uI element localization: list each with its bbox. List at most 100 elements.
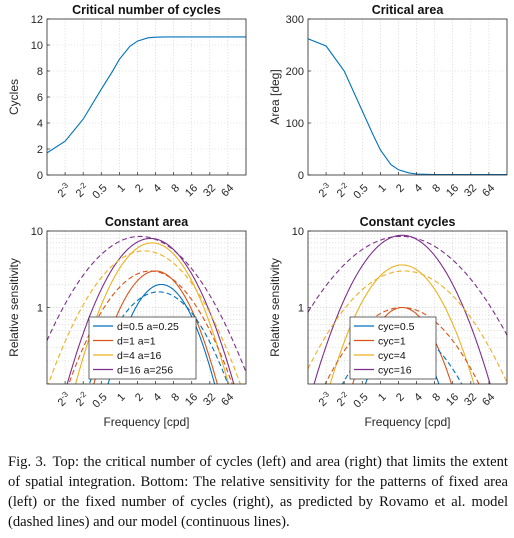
y-tick-label: 1 bbox=[37, 303, 43, 315]
legend: cyc=0.5 cyc=1 cyc=4 cyc=16 bbox=[349, 316, 437, 380]
legend-box bbox=[349, 316, 437, 380]
y-tick-label: 10 bbox=[31, 226, 43, 238]
x-tick-label: 0.5 bbox=[90, 182, 109, 201]
y-tick-label: 10 bbox=[292, 226, 304, 238]
x-tick-label: 2-3 bbox=[54, 180, 74, 200]
x-ticks: 2-32-2 0.5 1 2 4 8 16 32 64 bbox=[54, 172, 236, 202]
x-tick-label: 64 bbox=[480, 391, 497, 408]
series-line-7 bbox=[308, 270, 507, 383]
x-tick-label: 2-3 bbox=[315, 180, 335, 200]
x-tick-label: 1 bbox=[376, 182, 389, 195]
x-tick-label: 64 bbox=[219, 182, 236, 199]
series-line-1 bbox=[47, 36, 246, 154]
x-ticks: 2-32-2 0.5 1 2 4 8 16 32 64 bbox=[56, 381, 236, 411]
series-line-5 bbox=[88, 291, 229, 384]
x-tick-label: 2 bbox=[133, 391, 146, 404]
x-tick-label: 16 bbox=[183, 391, 200, 408]
y-tick-label: 8 bbox=[37, 66, 43, 78]
series-line-4 bbox=[313, 234, 491, 384]
y-tick-label: 0 bbox=[37, 170, 43, 182]
x-tick-label: 2-2 bbox=[333, 180, 353, 200]
chart-title: Critical area bbox=[372, 3, 445, 17]
x-tick-label: 32 bbox=[201, 391, 218, 408]
legend-entry: d=1 a=1 bbox=[117, 336, 156, 348]
series-line-1 bbox=[308, 38, 507, 175]
y-tick-label: 12 bbox=[31, 14, 43, 26]
x-tick-label: 4 bbox=[151, 182, 164, 195]
y-tick-label: 100 bbox=[286, 118, 304, 130]
x-tick-label: 1 bbox=[115, 391, 128, 404]
legend-entry: d=16 a=256 bbox=[117, 365, 173, 377]
x-tick-label: 16 bbox=[444, 182, 461, 199]
x-tick-label: 32 bbox=[462, 182, 479, 199]
x-tick-label: 64 bbox=[480, 182, 497, 199]
chart-panel-1: 2-32-2 0.5 1 2 4 8 16 32 64 0 2 4 6 8 10 12 Critical num… bbox=[7, 3, 247, 202]
x-tick-label: 0.5 bbox=[351, 391, 370, 410]
legend-entry: cyc=4 bbox=[378, 350, 406, 362]
y-tick-label: 0 bbox=[298, 170, 304, 182]
x-tick-label: 2-2 bbox=[333, 389, 353, 409]
series-line-6 bbox=[68, 270, 233, 384]
x-axis-label: Frequency [cpd] bbox=[364, 415, 450, 429]
x-tick-label: 8 bbox=[430, 391, 443, 404]
y-axis-label: Cycles bbox=[7, 79, 21, 115]
x-ticks: 2-32-2 0.5 1 2 4 8 16 32 64 bbox=[315, 172, 497, 202]
chart-panel-2: 2-32-2 0.5 1 2 4 8 16 32 64 0 100 200 300 Critical ar… bbox=[268, 3, 508, 202]
caption-label: Fig. 3. bbox=[8, 454, 47, 470]
legend-box bbox=[88, 316, 197, 380]
series-group bbox=[308, 38, 507, 175]
y-tick-label: 1 bbox=[298, 303, 304, 315]
x-tick-label: 8 bbox=[169, 182, 182, 195]
axes-box bbox=[307, 18, 508, 176]
x-tick-label: 64 bbox=[219, 391, 236, 408]
y-tick-label: 4 bbox=[37, 118, 43, 130]
series-line-6 bbox=[324, 306, 480, 384]
chart-title: Constant area bbox=[105, 215, 189, 229]
y-tick-label: 200 bbox=[286, 66, 304, 78]
x-tick-label: 2-3 bbox=[315, 389, 335, 409]
y-axis-label: Relative sensitivity bbox=[7, 258, 21, 357]
x-tick-label: 2 bbox=[394, 391, 407, 404]
x-ticks: 2-32-2 0.5 1 2 4 8 16 32 64 bbox=[315, 381, 497, 411]
y-tick-label: 6 bbox=[37, 92, 43, 104]
series-line-7 bbox=[47, 250, 241, 384]
series-line-8 bbox=[308, 235, 507, 336]
x-tick-label: 16 bbox=[183, 182, 200, 199]
y-axis-label: Relative sensitivity bbox=[268, 258, 282, 357]
x-tick-label: 4 bbox=[412, 391, 425, 404]
series-line-4 bbox=[66, 237, 235, 384]
grid bbox=[46, 19, 247, 175]
x-tick-label: 32 bbox=[462, 391, 479, 408]
grid bbox=[307, 231, 508, 384]
x-tick-label: 8 bbox=[169, 391, 182, 404]
series-line-8 bbox=[47, 235, 246, 373]
x-tick-label: 4 bbox=[412, 182, 425, 195]
x-tick-label: 2 bbox=[394, 182, 407, 195]
chart-title: Critical number of cycles bbox=[72, 3, 221, 17]
series-group bbox=[47, 36, 246, 154]
legend-entry: d=0.5 a=0.25 bbox=[117, 321, 179, 333]
x-axis-label: Frequency [cpd] bbox=[103, 415, 189, 429]
chart-title: Constant cycles bbox=[360, 215, 456, 229]
series-line-3 bbox=[329, 264, 475, 384]
y-ticks: 1 10 bbox=[292, 226, 311, 315]
y-ticks: 1 10 bbox=[31, 226, 50, 315]
legend-entry: cyc=0.5 bbox=[378, 321, 415, 333]
chart-panel-4: 2-32-2 0.5 1 2 4 8 16 32 64 1 10 Constant cycles Rel… bbox=[268, 215, 508, 429]
x-tick-label: 8 bbox=[430, 182, 443, 195]
y-ticks: 0 100 200 300 bbox=[286, 14, 311, 182]
y-tick-label: 10 bbox=[31, 40, 43, 52]
legend-entry: d=4 a=16 bbox=[117, 350, 162, 362]
legend-entry: cyc=1 bbox=[378, 336, 406, 348]
x-tick-label: 2-2 bbox=[72, 389, 92, 409]
legend: d=0.5 a=0.25 d=1 a=1 d=4 a=16 d=16 a=256 bbox=[88, 316, 197, 380]
y-tick-label: 2 bbox=[37, 144, 43, 156]
y-ticks: 0 2 4 6 8 10 12 bbox=[31, 14, 50, 182]
x-tick-label: 4 bbox=[151, 391, 164, 404]
plot-area bbox=[308, 19, 507, 175]
y-tick-label: 300 bbox=[286, 14, 304, 26]
series-line-5 bbox=[341, 329, 463, 384]
x-tick-label: 16 bbox=[444, 391, 461, 408]
x-tick-label: 0.5 bbox=[90, 391, 109, 410]
